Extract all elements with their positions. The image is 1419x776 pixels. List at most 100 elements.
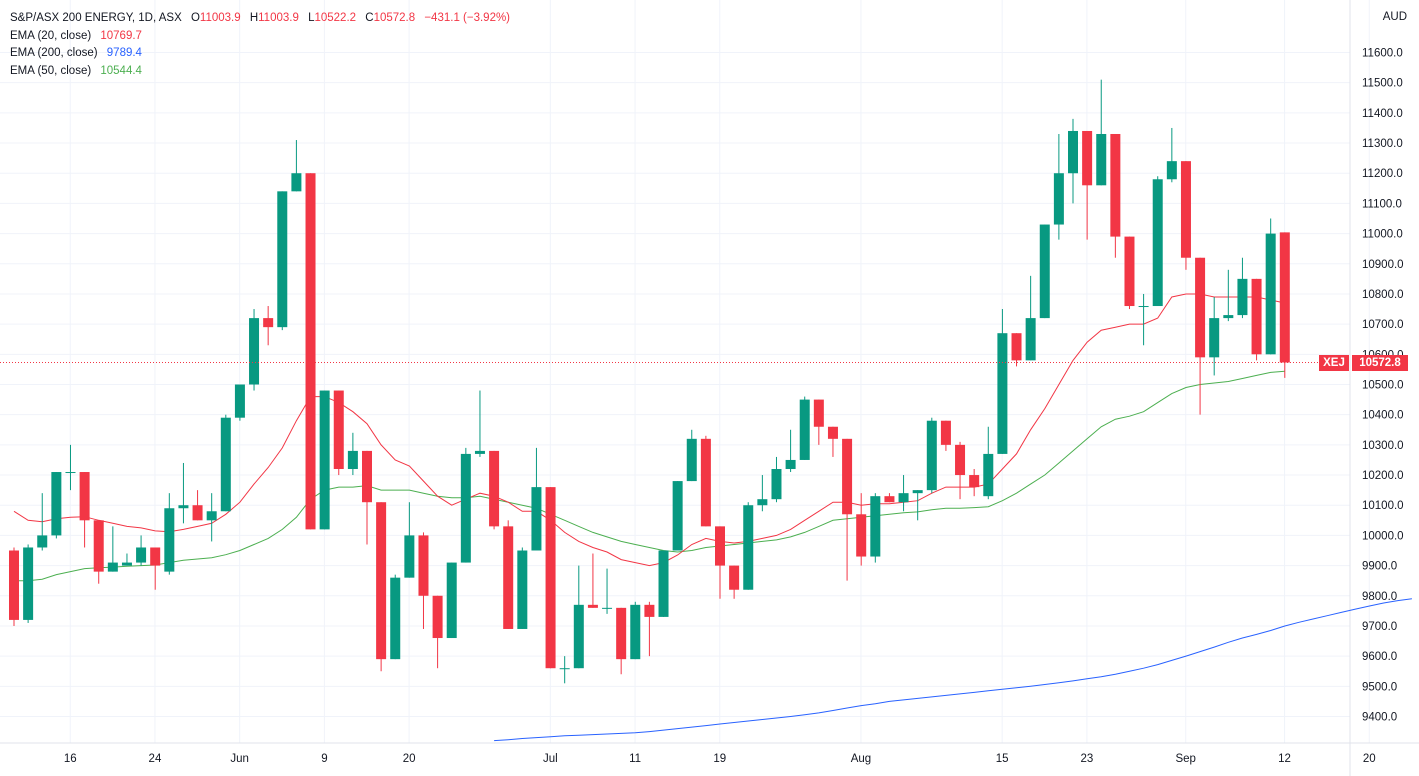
candle-body [757, 499, 768, 506]
legend-ema200-label: EMA (200, close) [10, 47, 98, 59]
candle-body [432, 595, 443, 639]
legend-low: 10522.2 [314, 12, 357, 24]
candle-body [799, 399, 810, 460]
candle-body [333, 390, 344, 470]
candle-body [206, 511, 217, 521]
candle-body [870, 496, 881, 557]
candle-body [955, 444, 966, 476]
date-tick-label: Jul [543, 753, 558, 765]
candle-body [1166, 161, 1177, 180]
date-tick-label: 16 [64, 753, 77, 765]
candle-body [23, 547, 34, 620]
candle-body [573, 604, 584, 669]
candle-body [164, 508, 175, 572]
candle-body [729, 565, 740, 590]
date-tick-label: 15 [996, 753, 1009, 765]
date-tick-label: 19 [713, 753, 726, 765]
date-tick-label: 23 [1080, 753, 1093, 765]
candle-body [362, 450, 372, 503]
candle-body [1195, 257, 1206, 358]
date-tick-label: 20 [1363, 753, 1376, 765]
legend-close-label: C [365, 12, 374, 24]
candle-body [503, 526, 514, 629]
candle-body [277, 191, 288, 328]
price-tick-label: 11600.0 [1362, 48, 1403, 60]
candle-body [672, 481, 683, 551]
candle-body [1068, 130, 1078, 174]
candle-body [1025, 318, 1036, 361]
candle-body [1265, 233, 1276, 355]
candle-body [418, 535, 429, 596]
candle-body [249, 318, 260, 385]
candle-body [390, 577, 401, 660]
last-price-symbol-tag: XEJ [1319, 355, 1349, 371]
candle-body [997, 333, 1008, 454]
candle-body [856, 514, 867, 557]
ema50-line [14, 370, 1285, 582]
candle-body [121, 562, 132, 566]
price-tick-label: 9400.0 [1362, 712, 1397, 724]
candle-body [263, 318, 274, 328]
legend-change: −431.1 (−3.92%) [424, 12, 511, 24]
candle-body [305, 173, 316, 530]
candle-body [785, 459, 796, 470]
candle-body [1251, 278, 1262, 355]
legend-high-label: H [249, 12, 259, 24]
candle-body [1082, 130, 1093, 186]
candle-body [630, 604, 641, 660]
candle-body [1053, 173, 1064, 225]
candle-body [474, 450, 485, 454]
candle-body [192, 505, 203, 521]
candle-body [926, 420, 937, 491]
candle-body [150, 547, 161, 566]
candle-body [1209, 318, 1220, 358]
legend-ema20-label: EMA (20, close) [10, 29, 92, 42]
price-tick-label: 10400.0 [1362, 410, 1404, 422]
candle-body [686, 438, 697, 482]
candle-body [771, 469, 782, 500]
candle-body [9, 550, 19, 620]
candle-body [79, 472, 90, 521]
legend-open-label: O [190, 12, 200, 24]
legend-ema50-row: EMA (50, close) 10544.4 [10, 63, 510, 81]
candle-body [178, 505, 189, 509]
legend-open: 11003.9 [199, 12, 241, 24]
candle-body [489, 450, 500, 527]
candle-body [644, 604, 655, 617]
candle-body [602, 607, 613, 609]
legend-low-label: L [308, 12, 315, 24]
legend-symbol-row: S&P/ASX 200 ENERGY, 1D, ASX O11003.9 H11… [10, 10, 510, 28]
candle-body [517, 550, 528, 629]
candle-body [446, 562, 457, 639]
date-tick-label: 11 [629, 753, 641, 765]
price-tick-label: 11500.0 [1362, 78, 1403, 90]
candle-body [1223, 315, 1234, 319]
candle-body [107, 562, 118, 572]
candle-body [460, 453, 471, 563]
candle-body [842, 438, 853, 515]
candle-body [136, 547, 147, 563]
candle-body [65, 472, 76, 474]
legend-ema200-row: EMA (200, close) 9789.4 [10, 45, 510, 63]
candle-body [93, 520, 104, 572]
candle-body [1124, 236, 1135, 307]
candle-body [912, 490, 923, 494]
candle-body [658, 550, 669, 617]
price-tick-label: 10100.0 [1362, 500, 1404, 512]
candle-body [813, 399, 824, 427]
chart-legend: S&P/ASX 200 ENERGY, 1D, ASX O11003.9 H11… [10, 10, 510, 80]
price-tick-label: 10900.0 [1362, 259, 1404, 271]
candle-body [291, 173, 302, 192]
candle-body [1011, 333, 1022, 361]
candle-body [51, 472, 62, 536]
price-tick-label: 11100.0 [1362, 198, 1402, 210]
candle-body [1110, 133, 1121, 237]
candle-body [940, 420, 951, 445]
ema200-line [494, 598, 1412, 742]
date-tick-label: 20 [403, 753, 416, 765]
legend-high: 11003.9 [258, 12, 299, 24]
legend-ema50-label: EMA (50, close) [10, 64, 92, 77]
price-tick-label: 11000.0 [1362, 229, 1403, 241]
